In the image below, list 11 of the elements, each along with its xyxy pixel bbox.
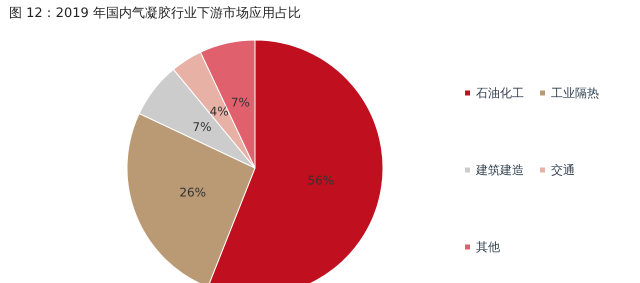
data-label: 7% — [192, 120, 212, 134]
legend-label: 工业隔热 — [551, 86, 599, 100]
chart-title: 图 12：2019 年国内气凝胶行业下游市场应用占比 — [9, 5, 301, 21]
legend-label: 其他 — [476, 240, 500, 254]
legend-label: 建筑建造 — [475, 163, 524, 177]
data-label: 56% — [307, 174, 334, 188]
legend-label: 石油化工 — [476, 86, 524, 100]
data-label: 26% — [179, 186, 206, 200]
legend-label: 交通 — [551, 163, 575, 177]
data-label: 4% — [210, 104, 229, 118]
data-label: 7% — [230, 96, 250, 110]
